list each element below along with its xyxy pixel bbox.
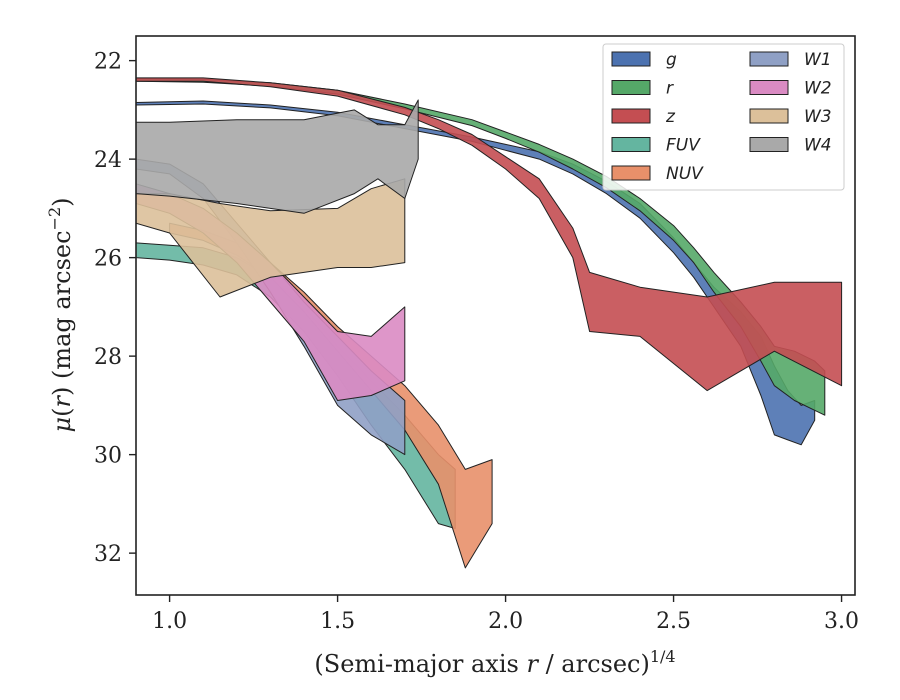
legend: grz FUV NUV W1 W2 W3 W4 bbox=[602, 43, 845, 191]
band-r bbox=[136, 77, 826, 416]
legend-label-g: g bbox=[666, 50, 677, 70]
y-tick-label: 24 bbox=[94, 148, 122, 173]
legend-label-w3: W3 bbox=[804, 107, 832, 127]
legend-swatch-g bbox=[611, 51, 651, 67]
y-tick-label: 28 bbox=[94, 345, 122, 370]
legend-swatch-nuv bbox=[611, 165, 651, 181]
legend-swatch-w1 bbox=[749, 51, 789, 67]
band-g bbox=[136, 100, 816, 446]
legend-label-nuv: NUV bbox=[666, 164, 704, 184]
y-tick-label: 22 bbox=[94, 50, 122, 75]
x-axis-label: (Semi-major axis r / arcsec)1/4 bbox=[314, 647, 675, 678]
y-axis-label: μ(r) (mag arcsec−2) bbox=[45, 197, 76, 432]
legend-label-fuv: FUV bbox=[666, 136, 701, 156]
x-tick-label: 2.5 bbox=[656, 609, 691, 634]
x-axis-ticks: 1.0 1.5 2.0 2.5 3.0 bbox=[152, 595, 859, 634]
y-tick-label: 26 bbox=[94, 247, 122, 272]
y-axis-ticks: 22 24 26 28 30 32 bbox=[94, 50, 136, 567]
legend-swatch-fuv bbox=[611, 137, 651, 152]
band-w4 bbox=[136, 99, 419, 214]
legend-swatch-z bbox=[611, 108, 651, 124]
x-tick-label: 1.5 bbox=[320, 609, 355, 634]
legend-label-w2: W2 bbox=[804, 79, 832, 99]
legend-label-r: r bbox=[666, 79, 674, 99]
plot-frame bbox=[135, 35, 856, 596]
legend-swatch-r bbox=[611, 80, 651, 95]
legend-label-w1: W1 bbox=[804, 50, 832, 70]
legend-swatch-w2 bbox=[749, 80, 789, 95]
x-tick-label: 2.0 bbox=[488, 609, 523, 634]
x-tick-label: 3.0 bbox=[824, 609, 859, 634]
legend-swatch-w4 bbox=[749, 137, 789, 152]
legend-label-z: z bbox=[665, 107, 676, 127]
y-tick-label: 30 bbox=[94, 444, 122, 469]
legend-swatch-w3 bbox=[749, 108, 789, 124]
y-tick-label: 32 bbox=[94, 542, 122, 567]
legend-label-w4: W4 bbox=[804, 136, 832, 156]
x-tick-label: 1.0 bbox=[152, 609, 187, 634]
series-bands bbox=[136, 77, 843, 569]
band-z bbox=[136, 77, 843, 392]
band-w3 bbox=[136, 178, 406, 298]
